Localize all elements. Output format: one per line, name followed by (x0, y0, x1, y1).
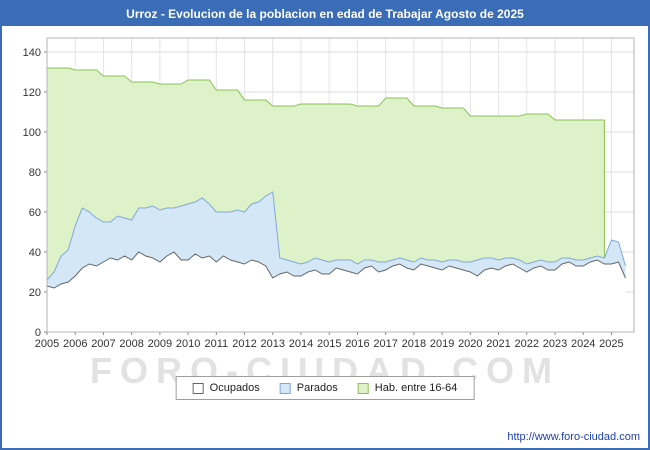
site-url-link[interactable]: http://www.foro-ciudad.com (507, 431, 640, 443)
chart-frame: Urroz - Evolucion de la poblacion en eda… (0, 0, 650, 450)
svg-text:140: 140 (23, 47, 41, 59)
svg-text:2014: 2014 (289, 338, 313, 350)
svg-text:2015: 2015 (317, 338, 341, 350)
svg-text:2019: 2019 (430, 338, 454, 350)
svg-text:2010: 2010 (176, 338, 200, 350)
svg-text:2020: 2020 (458, 338, 482, 350)
svg-text:2013: 2013 (261, 338, 285, 350)
hab-16-64-swatch-icon (358, 383, 369, 394)
svg-text:2021: 2021 (486, 338, 510, 350)
svg-text:20: 20 (29, 287, 41, 299)
svg-text:2008: 2008 (119, 338, 143, 350)
svg-text:2011: 2011 (204, 338, 228, 350)
population-area-chart: 2005200620072008200920102011201220132014… (2, 26, 648, 356)
svg-text:2018: 2018 (402, 338, 426, 350)
svg-text:2009: 2009 (148, 338, 172, 350)
svg-text:2017: 2017 (373, 338, 397, 350)
svg-text:0: 0 (35, 327, 41, 339)
svg-text:2023: 2023 (543, 338, 567, 350)
svg-text:2025: 2025 (599, 338, 623, 350)
legend-label-hab-16-64: Hab. entre 16-64 (375, 382, 458, 394)
legend-label-ocupados: Ocupados (210, 382, 260, 394)
svg-text:2006: 2006 (63, 338, 87, 350)
ocupados-swatch-icon (193, 383, 204, 394)
svg-text:100: 100 (23, 127, 41, 139)
legend-label-parados: Parados (297, 382, 338, 394)
chart-legend: Ocupados Parados Hab. entre 16-64 (176, 376, 475, 400)
svg-text:80: 80 (29, 167, 41, 179)
parados-swatch-icon (280, 383, 291, 394)
svg-text:2016: 2016 (345, 338, 369, 350)
svg-text:120: 120 (23, 87, 41, 99)
chart-title: Urroz - Evolucion de la poblacion en eda… (2, 2, 648, 26)
svg-text:60: 60 (29, 207, 41, 219)
legend-item-ocupados: Ocupados (193, 382, 260, 394)
legend-item-hab-16-64: Hab. entre 16-64 (358, 382, 458, 394)
svg-text:2007: 2007 (91, 338, 115, 350)
svg-text:2022: 2022 (515, 338, 539, 350)
svg-text:2024: 2024 (571, 338, 595, 350)
legend-item-parados: Parados (280, 382, 338, 394)
svg-text:2012: 2012 (232, 338, 256, 350)
svg-text:40: 40 (29, 247, 41, 259)
svg-text:2005: 2005 (35, 338, 59, 350)
